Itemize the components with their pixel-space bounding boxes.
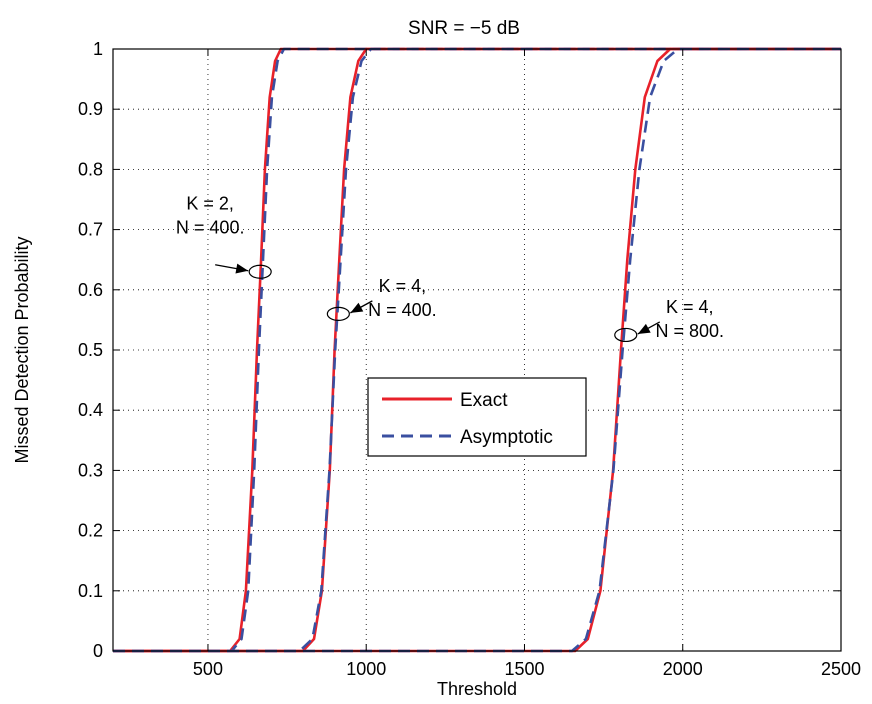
y-tick-label: 1 xyxy=(93,39,103,59)
x-tick-label: 500 xyxy=(193,659,223,679)
y-tick-label: 0.9 xyxy=(78,99,103,119)
y-tick-label: 0.7 xyxy=(78,220,103,240)
grid-lines xyxy=(113,49,841,651)
axis-ticks: 500 1000 1500 2000 2500 0 0.1 0.2 0.3 0.4 0.5 0.6 0.… xyxy=(78,39,861,679)
legend-box xyxy=(367,377,587,457)
x-axis-label: Threshold xyxy=(437,679,517,699)
annotation-label: K = 2, xyxy=(186,194,234,214)
annotation-label: K = 4, xyxy=(666,297,714,317)
series-line-asymptotic xyxy=(113,47,841,653)
x-tick-label: 1000 xyxy=(346,659,386,679)
annotation-arrow-head xyxy=(350,302,364,313)
y-tick-label: 0.8 xyxy=(78,159,103,179)
legend: Exact Asymptotic xyxy=(367,377,587,457)
y-tick-label: 0.5 xyxy=(78,340,103,360)
annotation-label: N = 800. xyxy=(655,321,724,341)
legend-label-exact: Exact xyxy=(460,390,508,411)
x-tick-label: 1500 xyxy=(504,659,544,679)
annotation-ellipse xyxy=(248,264,272,279)
annotation-arrow-head xyxy=(637,323,651,334)
y-tick-label: 0.3 xyxy=(78,460,103,480)
annotation-label: N = 400. xyxy=(368,300,437,320)
x-tick-label: 2500 xyxy=(821,659,861,679)
x-tick-label: 2000 xyxy=(663,659,703,679)
annotation-ellipse xyxy=(326,306,350,321)
chart-title: SNR = −5 dB xyxy=(408,18,520,39)
y-tick-label: 0.4 xyxy=(78,400,103,420)
annotation-ellipse xyxy=(614,327,638,343)
y-axis-label: Missed Detection Probability xyxy=(12,236,32,463)
y-tick-label: 0 xyxy=(93,641,103,661)
plot-area xyxy=(113,49,841,651)
annotations: K = 2, N = 400. K = 4, N = 400. K = 4, N = 80… xyxy=(176,194,724,343)
annotation-arrow-head xyxy=(235,263,249,274)
y-tick-label: 0.1 xyxy=(78,581,103,601)
annotation-label: N = 400. xyxy=(176,218,245,238)
y-tick-label: 0.2 xyxy=(78,521,103,541)
y-tick-label: 0.6 xyxy=(78,280,103,300)
legend-label-asymptotic: Asymptotic xyxy=(460,427,553,448)
annotation-label: K = 4, xyxy=(379,276,427,296)
